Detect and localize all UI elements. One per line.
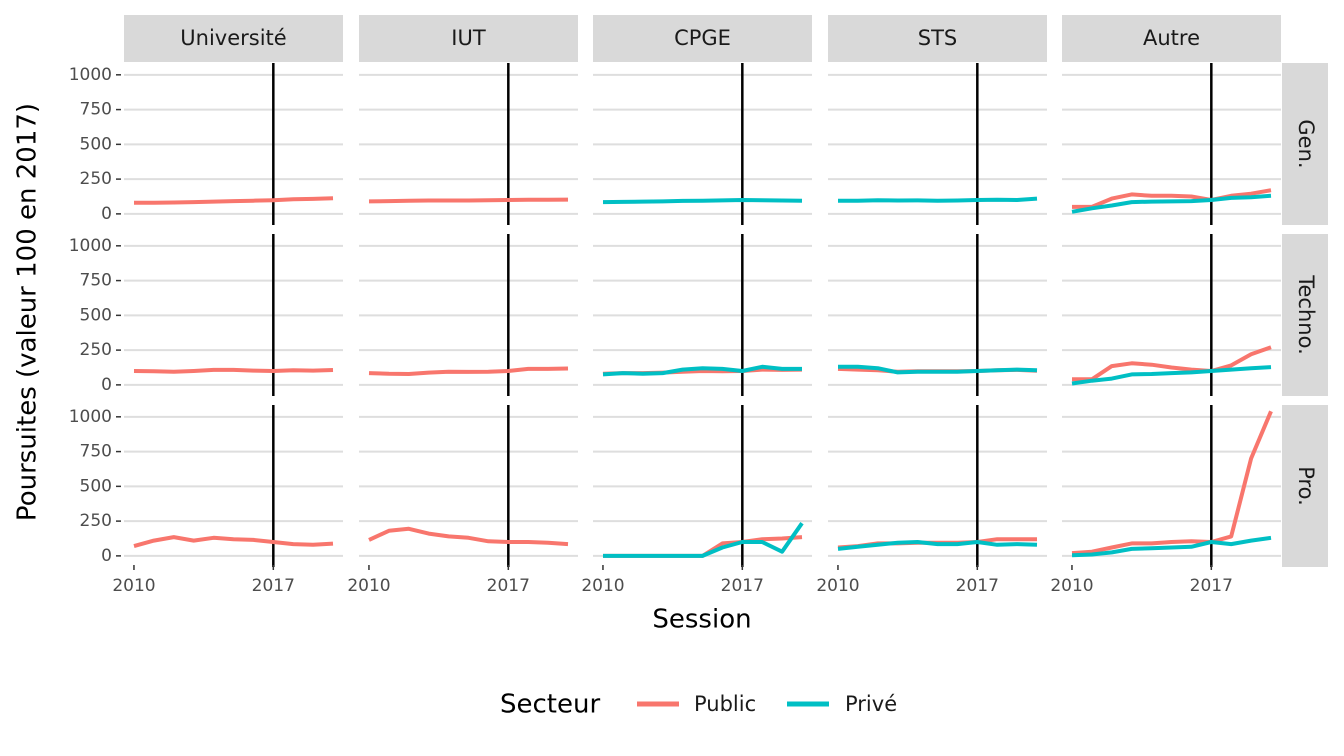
strip-background: [1282, 405, 1328, 567]
y-tick-label: 750: [80, 271, 112, 291]
y-tick-label: 500: [80, 134, 112, 154]
strip-background: [359, 15, 578, 62]
x-tick-label: 2010: [581, 576, 624, 596]
x-tick-label: 2017: [1190, 576, 1233, 596]
strip-background: [1062, 15, 1281, 62]
series-line: [838, 196, 1038, 203]
series-line: [134, 196, 334, 205]
strip-background: [828, 15, 1047, 62]
series-line: [1071, 410, 1273, 556]
column-strip-label: CPGE: [674, 26, 731, 50]
y-tick-label: 1000: [69, 407, 112, 427]
series-line: [1072, 188, 1272, 209]
y-tick-label: 250: [80, 511, 112, 531]
strip-background: [1282, 63, 1328, 225]
x-tick-label: 2010: [112, 576, 155, 596]
x-tick-label: 2017: [252, 576, 295, 596]
y-tick-label: 250: [80, 169, 112, 189]
series-line: [133, 367, 334, 374]
series-line: [133, 535, 334, 549]
y-tick-label: 0: [101, 204, 112, 224]
column-strip-label: Autre: [1143, 26, 1200, 50]
series-line: [602, 198, 803, 205]
series-line: [602, 364, 802, 377]
series-line: [1072, 345, 1272, 382]
row-strip-label: Gen.: [1294, 119, 1318, 168]
row-strip-label: Pro.: [1294, 466, 1318, 506]
y-tick-label: 750: [80, 442, 112, 462]
x-tick-label: 2017: [487, 576, 530, 596]
column-strip-label: IUT: [451, 26, 486, 50]
strip-background: [593, 15, 812, 62]
x-tick-label: 2010: [1050, 576, 1093, 596]
strip-background: [124, 15, 343, 62]
strip-background: [1282, 234, 1328, 396]
series-line: [368, 366, 569, 376]
x-tick-label: 2010: [347, 576, 390, 596]
y-tick-label: 1000: [69, 65, 112, 85]
series-line: [1071, 535, 1272, 558]
series-line: [368, 526, 569, 547]
y-tick-label: 0: [101, 375, 112, 395]
x-tick-label: 2010: [816, 576, 859, 596]
y-tick-label: 250: [80, 340, 112, 360]
x-axis-title: Session: [652, 605, 751, 635]
x-tick-label: 2017: [721, 576, 764, 596]
y-tick-label: 500: [80, 305, 112, 325]
series-line: [838, 364, 1038, 375]
series-line: [837, 540, 1038, 551]
y-axis-title: Poursuites (valeur 100 en 2017): [13, 103, 43, 521]
series-line: [368, 197, 569, 204]
y-tick-label: 0: [101, 546, 112, 566]
column-strip-label: Université: [180, 26, 286, 50]
legend-label: Public: [694, 692, 756, 716]
y-tick-label: 750: [80, 100, 112, 120]
legend-label: Privé: [845, 692, 897, 716]
series-line: [603, 522, 804, 558]
column-strip-label: STS: [918, 26, 958, 50]
legend-title: Secteur: [500, 690, 600, 720]
y-tick-label: 1000: [69, 236, 112, 256]
series-line: [1071, 193, 1272, 214]
y-tick-label: 500: [80, 476, 112, 496]
series-line: [1071, 365, 1272, 386]
row-strip-label: Techno.: [1294, 274, 1318, 355]
x-tick-label: 2017: [956, 576, 999, 596]
